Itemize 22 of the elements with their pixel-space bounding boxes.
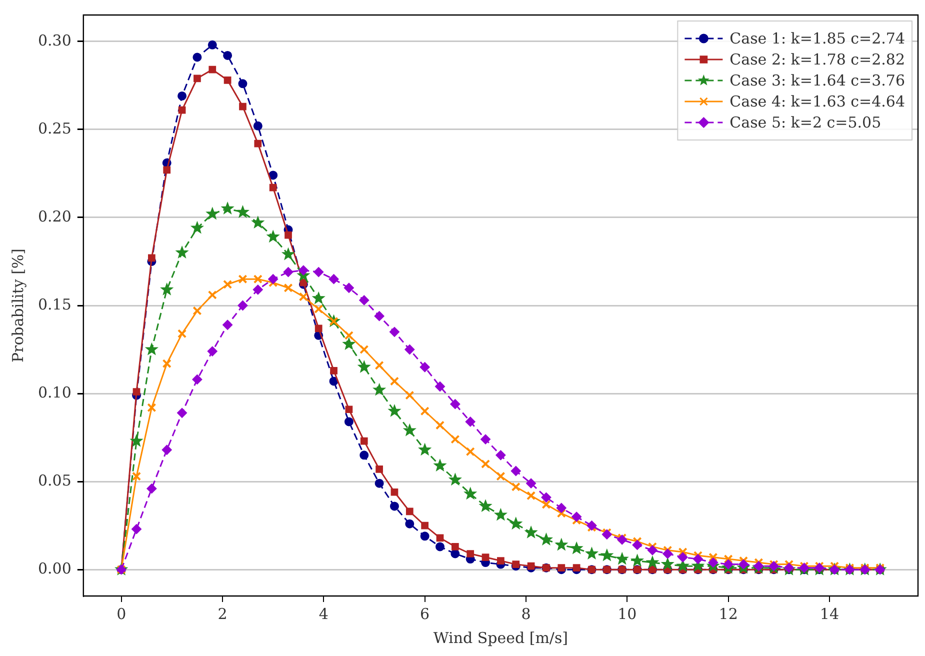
x-tick-label: 0 xyxy=(116,604,126,623)
legend-label: Case 5: k=2 c=5.05 xyxy=(730,113,882,132)
y-axis-title: Probability [%] xyxy=(8,248,27,363)
x-axis-title: Wind Speed [m/s] xyxy=(433,628,568,647)
x-tick-label: 4 xyxy=(318,604,328,623)
y-tick-label: 0.25 xyxy=(38,119,72,138)
legend-label: Case 2: k=1.78 c=2.82 xyxy=(730,50,906,68)
y-tick-label: 0.05 xyxy=(38,471,72,490)
y-tick-label: 0.00 xyxy=(38,559,72,578)
legend-label: Case 1: k=1.85 c=2.74 xyxy=(730,29,906,48)
y-tick-label: 0.15 xyxy=(38,295,72,314)
legend-label: Case 3: k=1.64 c=3.76 xyxy=(730,71,906,90)
legend-label: Case 4: k=1.63 c=4.64 xyxy=(730,92,906,110)
x-tick-label: 14 xyxy=(820,604,840,623)
x-tick-label: 6 xyxy=(420,604,430,623)
y-tick-label: 0.20 xyxy=(38,207,72,226)
x-tick-label: 2 xyxy=(218,604,228,623)
x-tick-label: 8 xyxy=(521,604,531,623)
y-tick-label: 0.30 xyxy=(38,31,72,50)
y-tick-label: 0.10 xyxy=(38,383,72,402)
x-tick-label: 12 xyxy=(718,604,738,623)
x-tick-label: 10 xyxy=(618,604,637,623)
